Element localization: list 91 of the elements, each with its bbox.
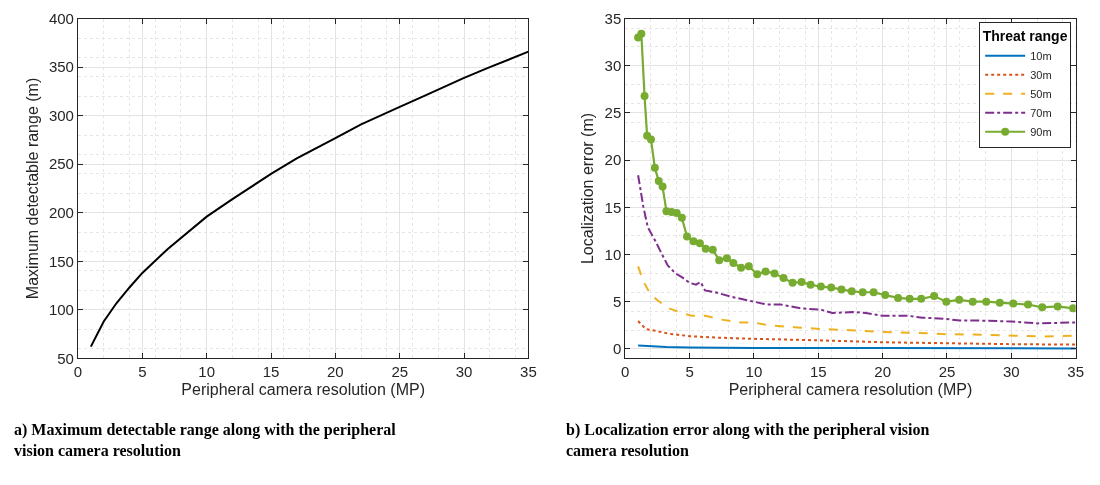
legend-label: 90m [1030,126,1052,139]
legend-label: 30m [1030,69,1052,82]
y-tick-label: 5 [612,292,622,310]
y-tick-label: 15 [604,198,622,216]
point [995,298,1004,307]
legend-label: 50m [1030,88,1052,101]
point [753,270,762,279]
x-tick-label: 30 [455,363,473,381]
point [715,256,724,265]
y-tick-label: 400 [48,9,74,27]
point [1069,304,1076,313]
point [672,209,681,218]
point [827,283,836,292]
point [761,267,770,276]
point [701,244,710,253]
x-tick-label: 5 [138,363,147,381]
x-tick-label: 25 [391,363,409,381]
legend-label: 70m [1030,107,1052,120]
x-axis-title: Peripheral camera resolution (MP) [181,381,426,399]
y-axis-title: Localization error (m) [579,112,597,265]
point [658,182,667,191]
y-tick-label: 150 [48,252,74,270]
x-tick-label: 35 [520,363,537,381]
y-tick-label: 25 [604,104,622,122]
point [677,213,686,222]
line-series [89,50,529,348]
point [869,288,878,297]
point [695,239,704,248]
point [637,29,646,38]
point [788,278,797,287]
point [955,295,964,304]
x-tick-label: 35 [1067,363,1085,381]
y-tick-label: 0 [612,340,622,358]
point [1024,300,1033,309]
line-series [637,320,1076,346]
x-tick-label: 10 [198,363,216,381]
y-tick-label: 250 [48,155,74,173]
point [942,297,951,306]
legend-label: 10m [1030,50,1052,63]
point [917,294,926,303]
point [894,293,903,302]
point [1009,299,1018,308]
point [816,282,825,291]
y-tick-label: 350 [48,58,74,76]
point [982,297,991,306]
y-axis-title: Maximum detectable range (m) [23,77,41,300]
point [683,232,692,241]
text: a) Maximum detectable range along with the peripheral vision camera resolution [14,421,397,459]
y-tick-label: 50 [57,349,74,367]
x-tick-label: 15 [809,363,827,381]
y-tick-label: 10 [604,245,622,263]
point [837,285,846,294]
point [1053,302,1062,311]
y-tick-label: 100 [48,301,74,319]
x-tick-label: 5 [685,363,694,381]
point [847,287,856,296]
point [806,280,815,289]
y-tick-label: 200 [48,203,74,221]
y-tick-label: 20 [604,151,622,169]
point [650,163,659,172]
point [744,262,753,271]
x-axis-title: Peripheral camera resolution (MP) [728,381,973,399]
point [770,269,779,278]
point [689,237,698,246]
y-tick-label: 30 [604,57,622,75]
point [968,297,977,306]
line-series [637,174,1076,325]
point [729,259,738,268]
y-tick-label: 35 [604,9,622,27]
point [930,292,939,301]
point [858,288,867,297]
point [1038,303,1047,312]
text: b) Localization error along with the peripheral vision camera resolution [566,421,930,459]
point [905,294,914,303]
x-tick-label: 30 [1002,363,1020,381]
point [881,291,890,300]
point [654,176,663,185]
point [797,277,806,286]
point [737,263,746,272]
legend-title: Threat range [982,28,1068,45]
x-tick-label: 10 [745,363,763,381]
point [640,92,649,101]
x-tick-label: 20 [327,363,344,381]
x-tick-label: 15 [262,363,280,381]
point [708,245,717,254]
y-tick-label: 300 [48,106,74,124]
point [779,274,788,283]
x-tick-label: 25 [938,363,956,381]
point [646,135,655,144]
x-tick-label: 20 [874,363,891,381]
point [722,254,731,263]
